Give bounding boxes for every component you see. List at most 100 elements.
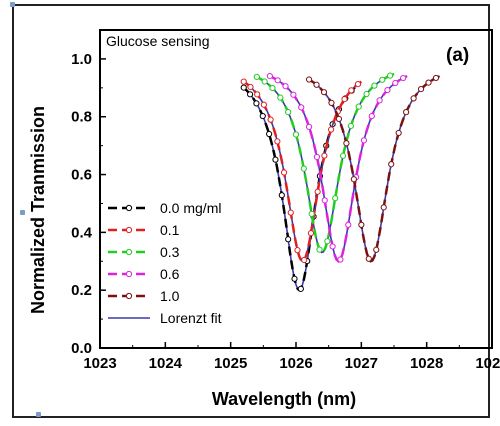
x-tick-label: 1024 — [149, 355, 183, 372]
data-point — [316, 246, 323, 253]
data-point — [339, 152, 347, 159]
legend-marker — [125, 248, 133, 256]
data-point — [267, 116, 274, 123]
data-point — [307, 230, 315, 237]
resize-handle-left[interactable] — [20, 210, 25, 215]
data-point — [305, 76, 313, 83]
series-line — [269, 74, 408, 264]
x-tick-label: 1023 — [83, 355, 116, 372]
data-point — [282, 83, 289, 90]
data-point — [341, 95, 348, 103]
data-point — [371, 82, 378, 89]
legend-label: 0.3 — [160, 244, 180, 260]
data-point — [287, 209, 294, 216]
curves — [240, 72, 441, 292]
data-point — [266, 130, 273, 138]
data-point — [337, 256, 344, 263]
x-tick-label: 1028 — [410, 355, 443, 372]
data-point — [343, 140, 350, 147]
legend-marker — [125, 204, 133, 212]
legend-label: 1.0 — [160, 288, 180, 304]
data-point — [373, 246, 380, 253]
legend: 0.0 mg/ml 0.1 0.3 0.6 1.0 Lorenzt fit — [108, 200, 222, 326]
data-point — [272, 156, 279, 163]
y-tick-label: 1.0 — [71, 51, 92, 68]
data-point — [425, 79, 432, 86]
data-point — [432, 74, 440, 82]
data-point — [292, 131, 300, 138]
data-point — [345, 221, 352, 228]
data-point — [350, 176, 357, 183]
data-point — [400, 74, 407, 82]
legend-label-fit: Lorenzt fit — [160, 310, 222, 326]
data-point — [392, 79, 399, 87]
data-point — [363, 90, 370, 98]
data-point — [298, 104, 305, 111]
x-axis-label: Wavelength (nm) — [212, 389, 356, 409]
data-point — [328, 99, 335, 107]
x-tick-label: 1027 — [345, 355, 378, 372]
data-point — [348, 87, 355, 94]
data-point — [247, 83, 254, 91]
x-tick-label: 1025 — [214, 355, 247, 372]
data-point — [376, 97, 383, 104]
x-tick-label: 1029 — [475, 355, 500, 372]
data-point — [321, 197, 328, 204]
data-point — [285, 236, 292, 243]
data-point — [277, 94, 284, 101]
data-point — [294, 247, 301, 254]
series-line — [256, 72, 395, 254]
data-point — [386, 72, 394, 79]
resize-handle-top[interactable] — [10, 2, 15, 7]
data-point — [410, 95, 417, 102]
annotation-text: Glucose sensing — [106, 33, 210, 49]
data-point — [260, 101, 267, 108]
data-point — [327, 126, 335, 133]
resize-handle-bottom[interactable] — [36, 412, 41, 417]
y-axis-label: Normalized Tranmission — [28, 106, 48, 314]
data-point — [261, 78, 268, 85]
data-point — [305, 123, 313, 130]
data-point — [388, 161, 395, 168]
legend-label: 0.0 mg/ml — [160, 200, 221, 216]
data-point — [269, 84, 276, 92]
fit-line — [256, 73, 395, 254]
data-point — [324, 238, 331, 245]
data-point — [347, 122, 354, 130]
data-point — [335, 115, 343, 123]
data-point — [278, 192, 285, 199]
data-point — [253, 100, 260, 107]
y-tick-label: 0.2 — [71, 282, 92, 299]
data-point — [384, 86, 391, 94]
data-point — [240, 78, 247, 85]
data-point — [329, 243, 336, 250]
ticks: 1023 1024 1025 1026 1027 1028 1029 0.0 0.2 0.4 0.6… — [71, 29, 500, 372]
legend-marker — [125, 226, 133, 234]
legend-label: 0.1 — [160, 222, 180, 238]
data-point — [259, 112, 266, 120]
x-tick-label: 1026 — [279, 355, 312, 372]
data-point — [417, 85, 425, 93]
data-point — [380, 204, 387, 211]
data-point — [300, 165, 307, 172]
data-point — [290, 91, 297, 98]
data-point — [246, 91, 254, 98]
data-point — [358, 221, 365, 228]
data-point — [403, 109, 410, 116]
data-point — [280, 169, 288, 176]
data-point — [354, 81, 362, 88]
data-point — [314, 188, 321, 195]
legend-marker — [125, 270, 133, 278]
data-point — [360, 137, 368, 144]
data-point — [285, 109, 292, 116]
data-point — [274, 138, 281, 145]
data-point — [254, 91, 261, 98]
legend-label: 0.6 — [160, 266, 180, 282]
y-tick-label: 0.8 — [71, 109, 92, 126]
y-tick-label: 0.0 — [71, 340, 92, 357]
data-point — [274, 77, 281, 84]
data-point — [266, 73, 273, 80]
data-point — [313, 81, 320, 88]
data-point — [332, 195, 339, 202]
data-point — [355, 103, 362, 110]
